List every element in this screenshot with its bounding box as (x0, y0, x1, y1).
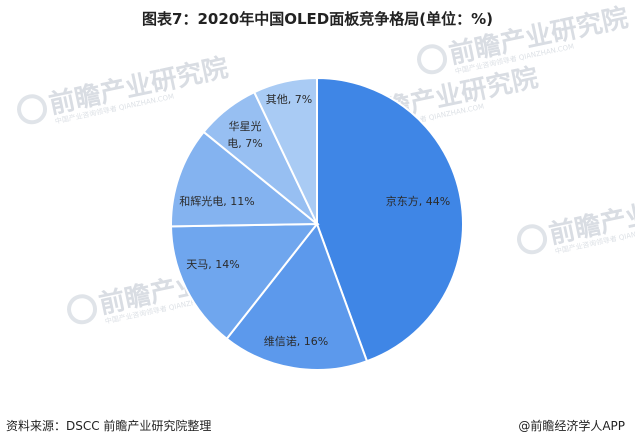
svg-text:前瞻产业研究院: 前瞻产业研究院 (46, 52, 230, 120)
slice-label-1: 维信诺, 16% (264, 335, 328, 348)
svg-text:前瞻产业研究院: 前瞻产业研究院 (446, 2, 630, 70)
pie-slice-1 (225, 221, 369, 371)
source-note: 资料来源：DSCC 前瞻产业研究院整理 (6, 419, 212, 433)
slice-label-5: 其他, 7% (266, 93, 312, 106)
pie-slice-2 (170, 222, 320, 341)
pie-slice-5 (252, 76, 318, 225)
brand-credit: @前瞻经济学人APP (518, 419, 625, 433)
pie-slices (170, 76, 464, 371)
pie-labels: 京东方, 44% 维信诺, 16% 天马, 14% 和辉光电, 11% 华星光电, 7%… (179, 93, 450, 348)
slice-label-3: 和辉光电, 11% (179, 194, 254, 208)
chart-title: 图表7：2020年中国OLED面板竞争格局(单位：%) (142, 10, 493, 28)
pie-slice-3 (170, 130, 320, 228)
slice-label-0: 京东方, 44% (386, 194, 450, 208)
slice-label-2: 天马, 14% (186, 258, 239, 271)
pie-slice-0 (316, 76, 464, 363)
slice-label-4: 华星光电, 7% (227, 119, 262, 150)
